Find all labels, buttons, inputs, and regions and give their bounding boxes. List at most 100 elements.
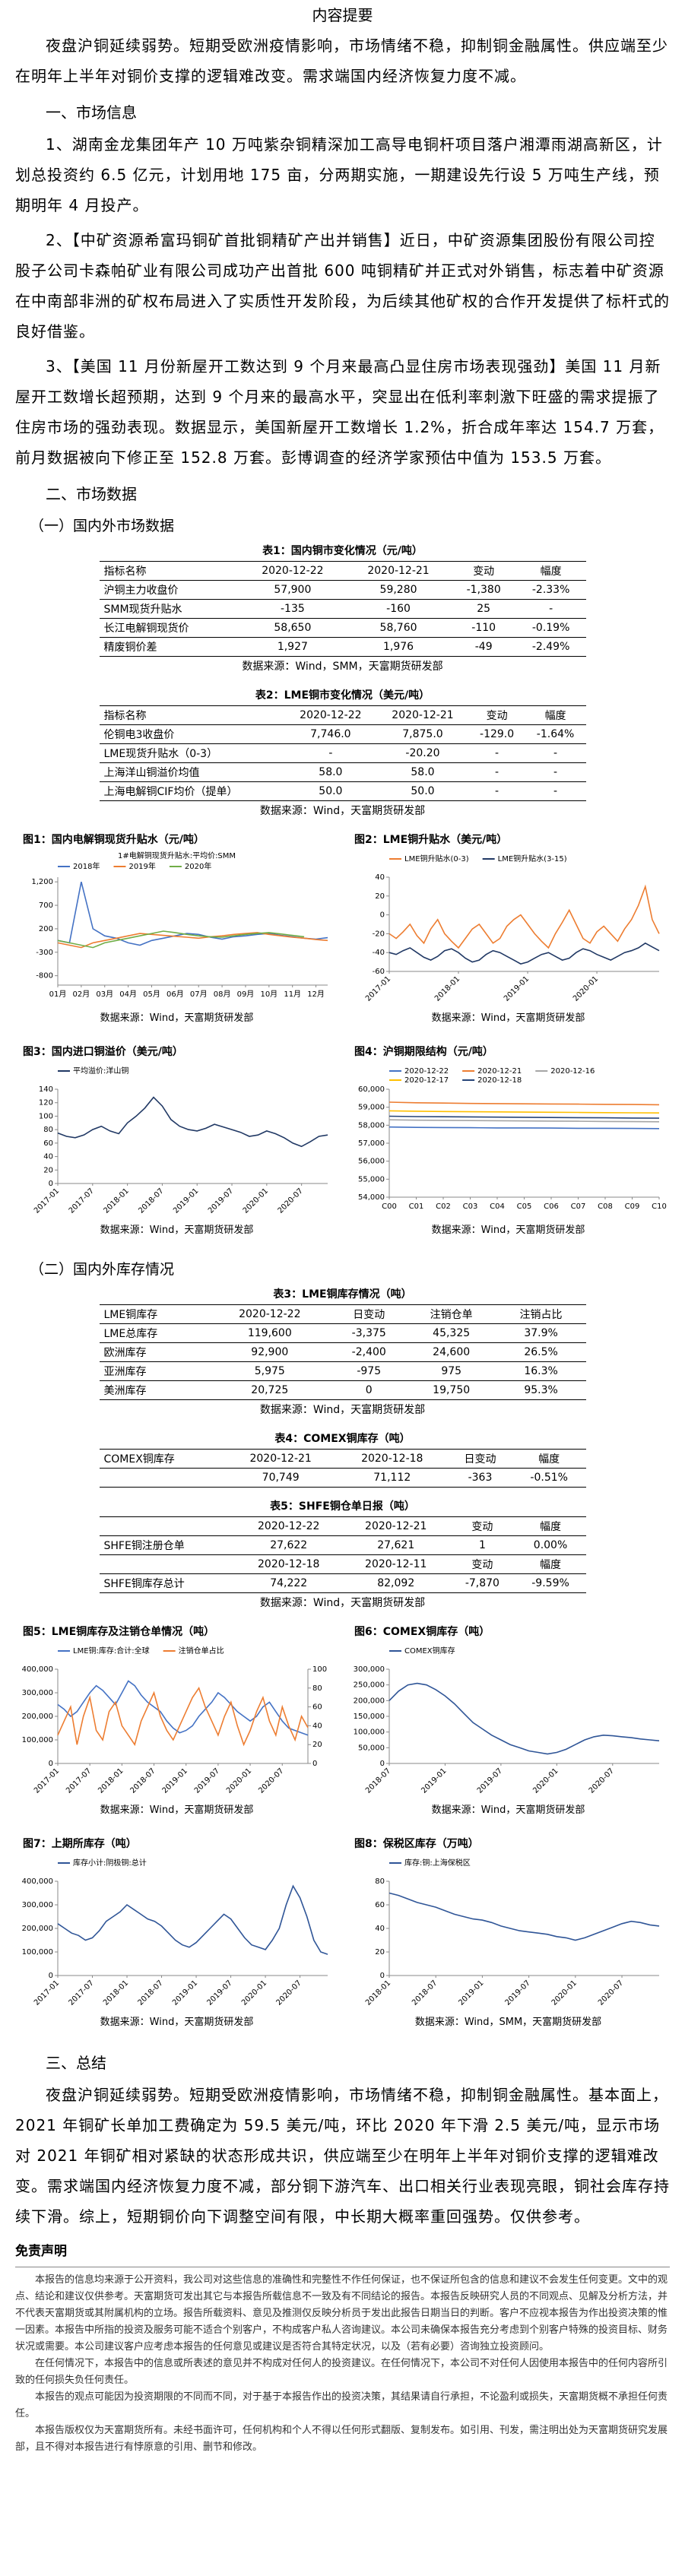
y2-tick-label: 20 — [312, 1741, 322, 1749]
table-title: 表4：COMEX铜库存（吨） — [274, 1433, 411, 1445]
series-line — [388, 1110, 660, 1114]
table-cell: - — [468, 743, 525, 763]
y-tick-label: -800 — [36, 972, 53, 981]
table-cell: -135 — [239, 599, 346, 619]
table-cell: - — [468, 762, 525, 782]
x-tick-label: 2020-07 — [597, 1979, 625, 2007]
x-tick-label: 2019-01 — [457, 1979, 485, 2007]
x-tick-label: C03 — [463, 1202, 478, 1211]
y-tick-label: 0 — [380, 1760, 385, 1768]
table-cell: 2020-12-21 — [345, 561, 452, 581]
y-tick-label: 50,000 — [358, 1744, 385, 1752]
table-cell — [99, 1554, 236, 1574]
table-cell: 26.5% — [496, 1342, 586, 1362]
table-cell: -0.51% — [512, 1468, 586, 1488]
y-tick-label: 150,000 — [354, 1713, 385, 1721]
figure: 图6：COMEX铜库存（吨） COMEX铜库存 0 50,000 100,000 150,… — [347, 1622, 670, 1820]
legend-label: 2020年 — [185, 861, 211, 871]
table-row: SHFE铜注册仓单 27,622 27,621 1 0.00% — [99, 1535, 586, 1555]
table-cell: - — [525, 743, 586, 763]
table-cell: 2020-12-11 — [342, 1554, 450, 1574]
y2-tick-label: 80 — [312, 1684, 322, 1693]
y-tick-label: 400,000 — [22, 1877, 53, 1886]
table-cell: 日变动 — [331, 1304, 407, 1324]
x-tick-label: 2018-07 — [137, 1187, 165, 1215]
y-tick-label: 100,000 — [22, 1948, 53, 1957]
y-tick-label: 20 — [43, 1166, 53, 1174]
table-cell: -7,870 — [449, 1573, 515, 1593]
table-cell: 上海洋山铜溢价均值 — [99, 762, 285, 782]
table-cell: 2020-12-21 — [376, 705, 469, 725]
x-tick-label: 10月 — [260, 990, 277, 999]
y-tick-label: 400,000 — [22, 1665, 53, 1674]
table-cell: SMM现货升贴水 — [99, 599, 240, 619]
x-tick-label: 2020-01 — [225, 1766, 253, 1795]
table-cell: 指标名称 — [99, 561, 240, 581]
table-cell: 27,621 — [342, 1535, 450, 1555]
figure-source: 数据来源：Wind，天富期货研发部 — [431, 1012, 585, 1024]
figure-source: 数据来源：Wind，SMM，天富期货研发部 — [414, 2017, 602, 2028]
x-tick-label: C10 — [652, 1202, 667, 1211]
table-cell: 58.0 — [376, 762, 469, 782]
table-cell — [99, 1468, 225, 1488]
series-line — [57, 1096, 328, 1148]
table-cell: -3,375 — [331, 1323, 407, 1343]
table-cell: 27,622 — [235, 1535, 343, 1555]
series-line — [57, 1884, 328, 1955]
figure-title: 图1：国内电解铜现货升贴水（元/吨） — [23, 834, 205, 846]
figure-title: 图3：国内进口铜溢价（美元/吨） — [23, 1046, 183, 1058]
figure: 图1：国内电解铜现货升贴水（元/吨） 1#电解铜现货升贴水:平均价:SMM 2018… — [15, 830, 338, 1028]
x-tick-label: 2020-01 — [242, 1187, 270, 1215]
chart: 平均溢价:洋山铜 0 20 40 60 80 100 120 140 2017-01 2017-07… — [33, 1066, 328, 1215]
table-row: LME铜库存 2020-12-22 日变动 注销仓单 注销占比 — [99, 1304, 586, 1324]
legend-label: LME铜升贴水(3-15) — [498, 854, 567, 863]
y-tick-label: 0 — [380, 911, 385, 920]
table-cell: 70,749 — [224, 1468, 337, 1488]
table-cell: 82,092 — [342, 1573, 450, 1593]
y-tick-label: -60 — [373, 968, 385, 976]
news-item: 3、【美国 11 月份新屋开工数达到 9 个月来最高凸显住房市场表现强劲】美国 … — [15, 357, 664, 467]
y-tick-label: 0 — [380, 1972, 385, 1980]
y2-tick-label: 60 — [312, 1703, 322, 1712]
table-cell: 95.3% — [496, 1380, 586, 1400]
x-tick-label: 2020-07 — [274, 1979, 303, 2007]
table-cell: 2020-12-18 — [336, 1449, 449, 1469]
figure: 图7：上期所库存（吨） 库存小计:阴极铜:总计 0 100,000 200,000 300… — [15, 1834, 338, 2033]
x-tick-label: 2018-01 — [102, 1979, 130, 2007]
table-cell: 25 — [451, 599, 516, 619]
disclaimer-text: 本报告版权仅为天富期货所有。未经书面许可，任何机构和个人不得以任何形式翻版、复制… — [15, 2425, 668, 2453]
table-row: 长江电解铜现货价 58,650 58,760 -110 -0.19% — [99, 618, 586, 638]
y-tick-label: 40 — [375, 1925, 385, 1933]
series-line — [388, 1119, 660, 1123]
table-cell: 2020-12-22 — [284, 705, 377, 725]
table-cell: 37.9% — [496, 1323, 586, 1343]
table-cell: 欧洲库存 — [99, 1342, 208, 1362]
series-line — [57, 930, 305, 949]
legend-label: 平均溢价:洋山铜 — [73, 1066, 128, 1076]
table-row: LME现货升贴水（0-3） - -20.20- - — [99, 743, 586, 763]
table-cell: 71,112 — [336, 1468, 449, 1488]
x-tick-label: 2019-01 — [161, 1766, 189, 1795]
table-row: SHFE铜库存总计 74,222 82,092 -7,870 -9.59% — [99, 1573, 586, 1593]
legend-label: 2020-12-17 — [404, 1076, 449, 1085]
figure-row: 图7：上期所库存（吨） 库存小计:阴极铜:总计 0 100,000 200,000 300… — [15, 1834, 670, 2033]
figure-title: 图8：保税区库存（万吨） — [354, 1838, 479, 1850]
table-cell: 亚洲库存 — [99, 1361, 208, 1381]
series-line — [388, 1892, 660, 1941]
series-line — [388, 1126, 660, 1130]
summary: 夜盘沪铜延续弱势。短期受欧洲疫情影响，市场情绪不稳，抑制铜金融属性。基本面上，2… — [15, 2086, 670, 2226]
table-title: 表5：SHFE铜仓单日报（吨） — [270, 1500, 415, 1513]
table-cell: 日变动 — [448, 1449, 512, 1469]
y-tick-label: 100 — [39, 1112, 53, 1120]
table-cell: 幅度 — [512, 1449, 586, 1469]
figure-source: 数据来源：Wind，天富期货研发部 — [431, 1804, 585, 1816]
table-cell: 74,222 — [235, 1573, 343, 1593]
x-tick-label: 05月 — [143, 990, 160, 999]
x-tick-label: C08 — [598, 1202, 613, 1211]
table-cell: 变动 — [468, 705, 525, 725]
x-tick-label: 2018-07 — [128, 1766, 157, 1795]
x-tick-label: C00 — [382, 1202, 397, 1211]
x-tick-label: 2017-01 — [364, 974, 392, 1003]
table: 指标名称 2020-12-22 2020-12-21 变动 幅度 伦铜电3收盘价 7,746… — [99, 705, 586, 801]
